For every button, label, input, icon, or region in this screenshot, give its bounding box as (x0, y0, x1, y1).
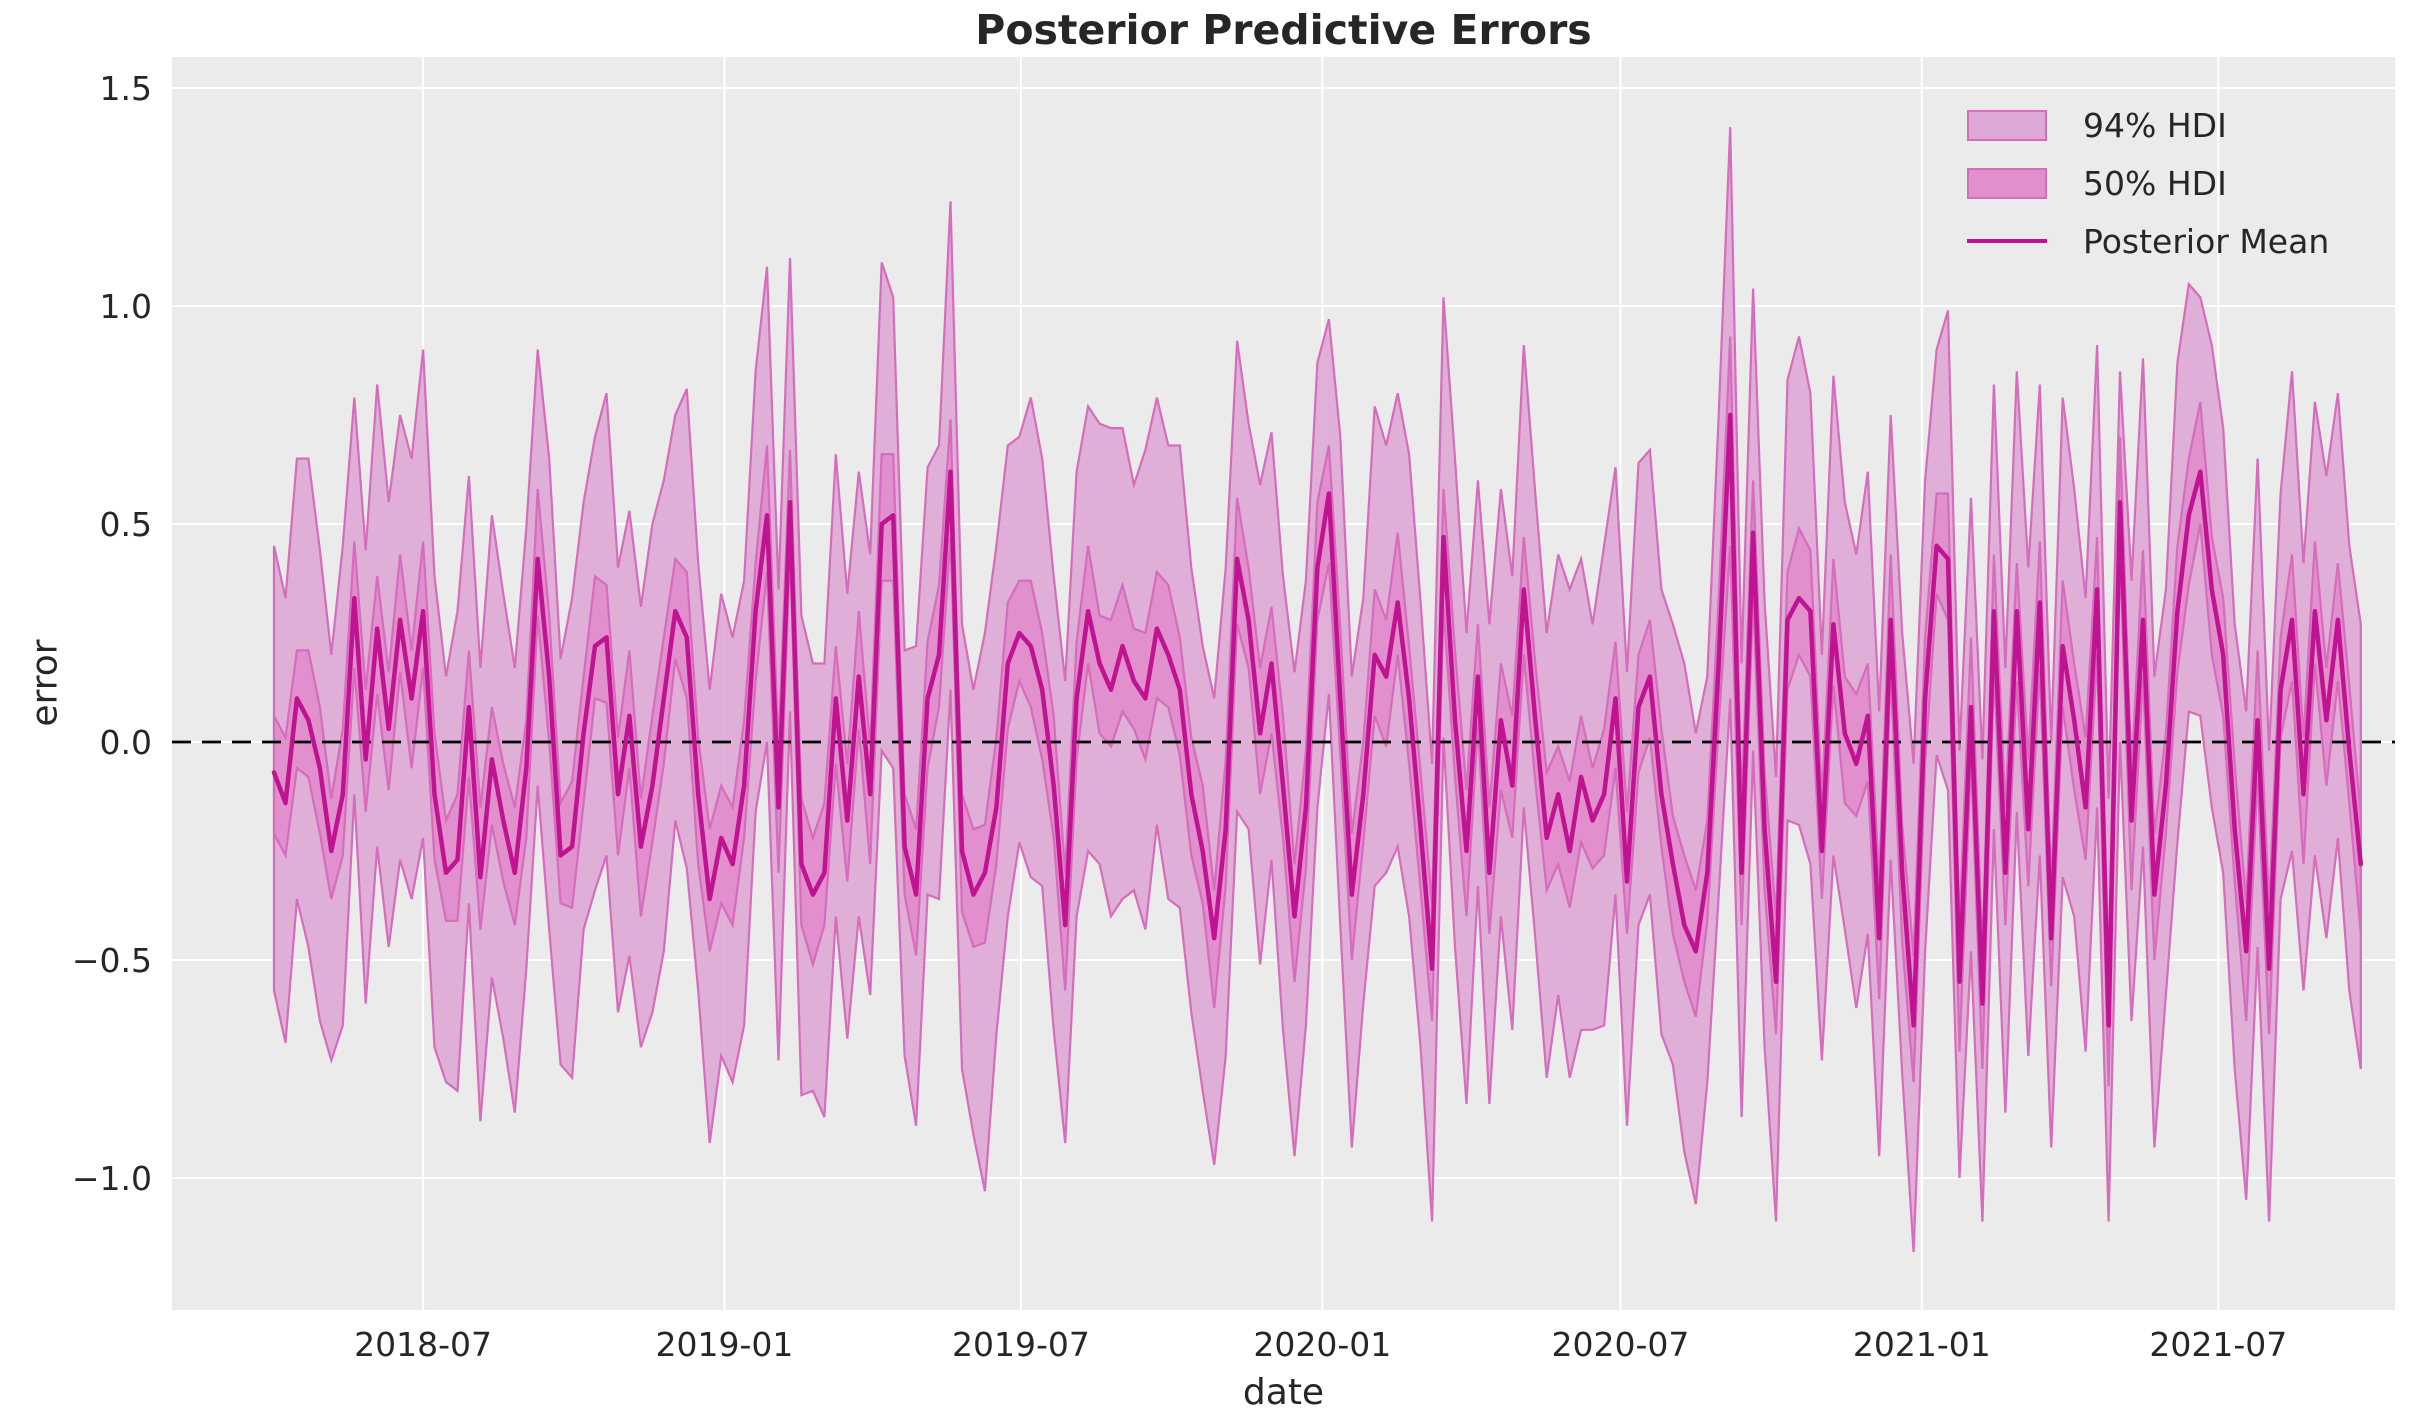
x-tick-label: 2019-07 (952, 1325, 1090, 1364)
y-axis-label: error (24, 639, 66, 727)
y-tick-label: 0.0 (100, 723, 152, 762)
x-tick-label: 2021-01 (1853, 1325, 1991, 1364)
legend-label: Posterior Mean (2083, 221, 2330, 261)
x-tick-label: 2021-07 (2149, 1325, 2287, 1364)
x-tick-label: 2020-01 (1253, 1325, 1391, 1364)
legend-item-94-hdi: 94% HDI (1967, 96, 2329, 154)
y-tick-label: 1.0 (100, 287, 152, 326)
legend-label: 50% HDI (2083, 163, 2227, 203)
x-axis-label: date (1242, 1372, 1325, 1413)
y-tick-label: 1.5 (100, 69, 152, 108)
hdi94-swatch (1967, 109, 2047, 141)
legend: 94% HDI 50% HDI Posterior Mean (1967, 96, 2329, 270)
legend-label: 94% HDI (2083, 105, 2227, 145)
x-tick-label: 2020-07 (1551, 1325, 1689, 1364)
hdi50-swatch (1967, 167, 2047, 199)
page-title: Posterior Predictive Errors (975, 6, 1592, 54)
posterior-mean-line-swatch (1967, 238, 2047, 244)
x-tick-label: 2018-07 (354, 1325, 492, 1364)
x-tick-label: 2019-01 (656, 1325, 794, 1364)
hdi94-band (272, 127, 2362, 1253)
y-tick-label: 0.5 (100, 505, 152, 544)
y-tick-label: −0.5 (72, 941, 152, 980)
y-tick-label: −1.0 (72, 1159, 152, 1198)
legend-item-posterior-mean: Posterior Mean (1967, 212, 2329, 270)
posterior-mean-line (271, 412, 2364, 1028)
legend-item-50-hdi: 50% HDI (1967, 154, 2329, 212)
